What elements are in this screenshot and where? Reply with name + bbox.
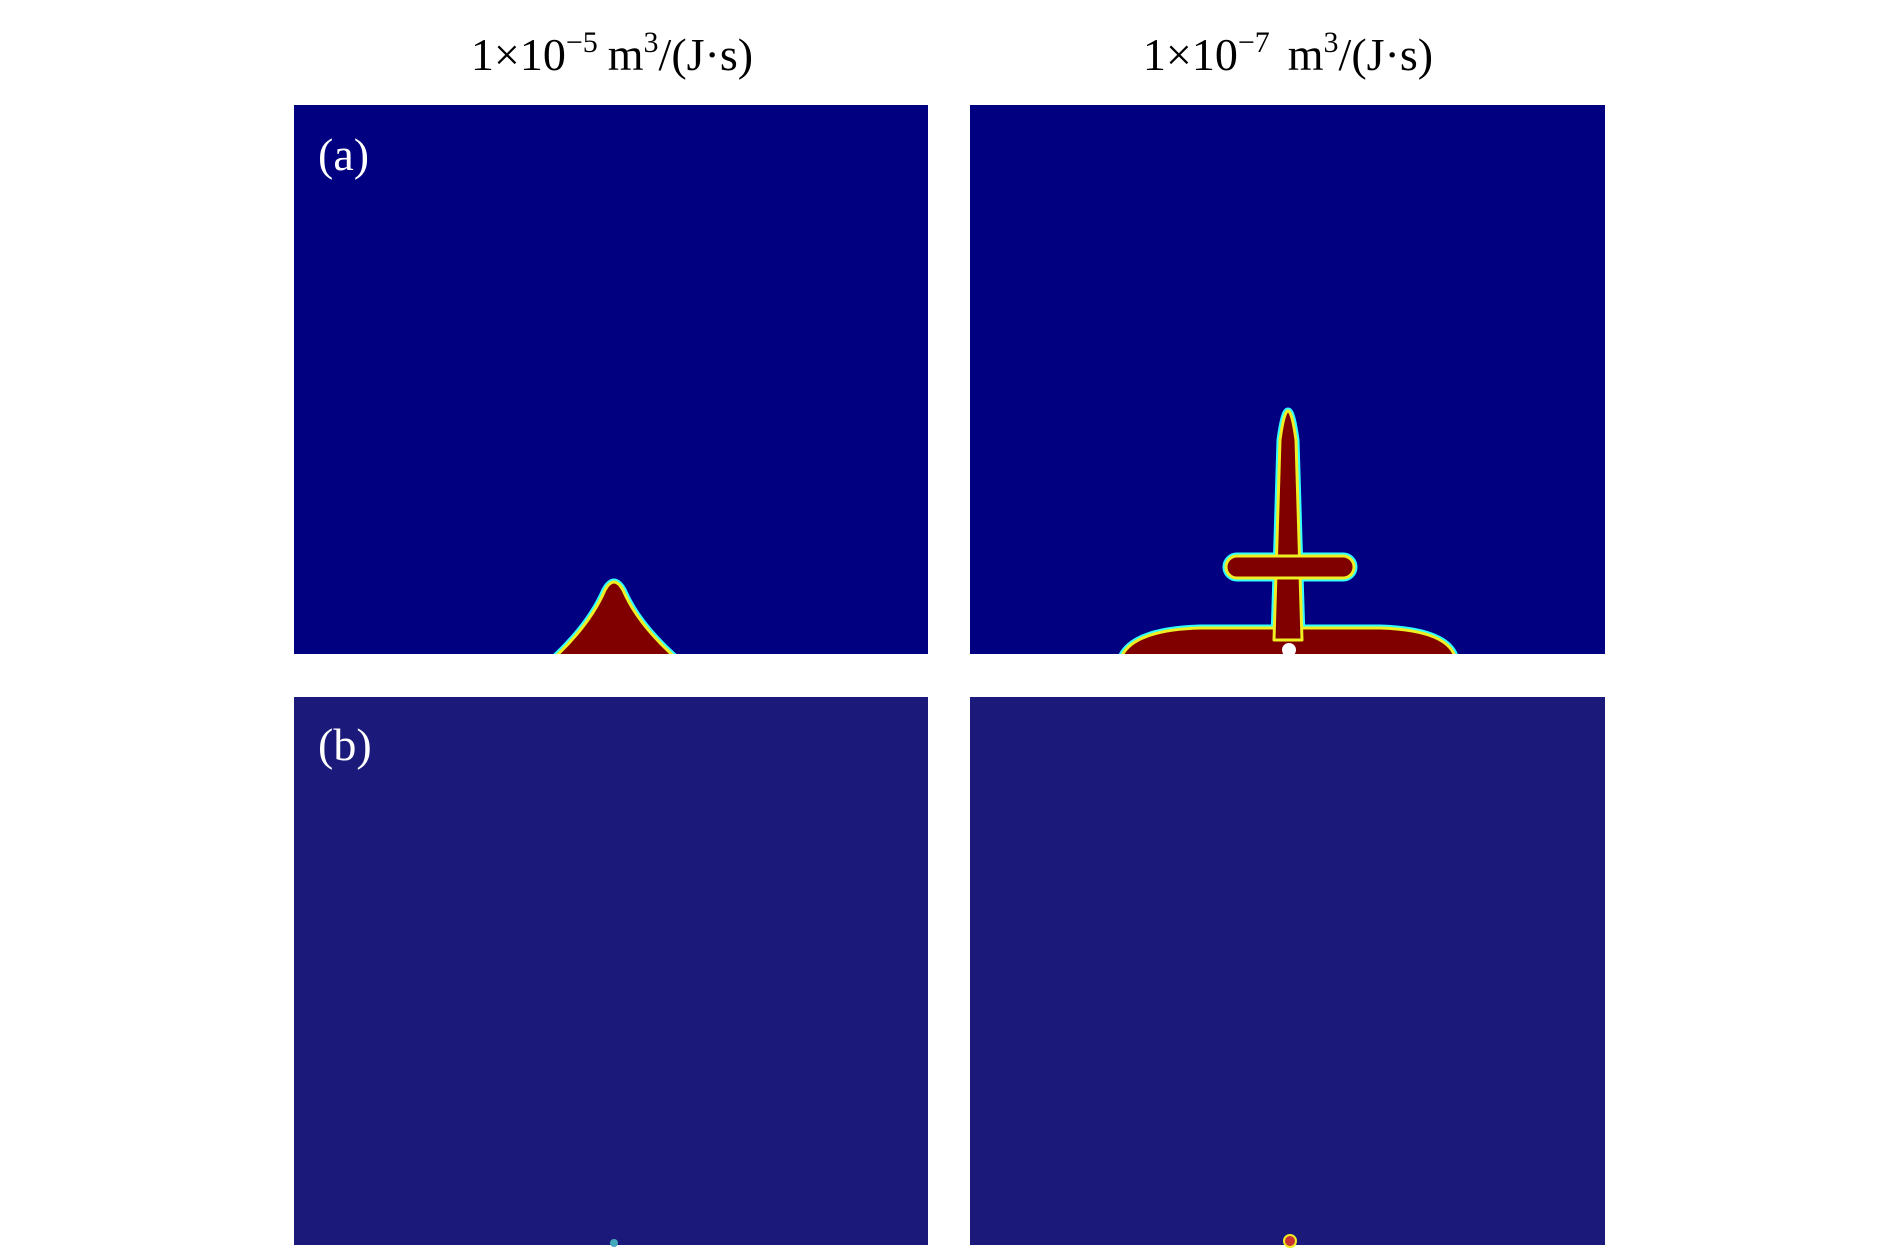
panel [294,697,928,1245]
header-unit: m [608,29,644,80]
nucleus [1283,1234,1297,1248]
header-base: 1×10 [471,29,566,80]
header-unit: m [1288,29,1324,80]
column-header: 1×10−7 m3/(J·s) [1143,26,1433,80]
panel [294,105,928,654]
column-header: 1×10−5 m3/(J·s) [471,26,753,80]
panel-label: (a) [318,129,369,180]
panel-label: (b) [318,719,372,770]
dendrite [1118,407,1458,654]
header-unit-rest: /(J·s) [1339,29,1434,80]
nucleus [610,1239,618,1247]
header-unit-rest: /(J·s) [659,29,754,80]
header-exponent: −5 [566,26,598,59]
panel [970,697,1605,1245]
dendrite [553,578,677,654]
header-unit-exponent: 3 [1324,26,1339,59]
header-exponent: −7 [1238,26,1270,59]
header-unit-exponent: 3 [644,26,659,59]
header-base: 1×10 [1143,29,1238,80]
